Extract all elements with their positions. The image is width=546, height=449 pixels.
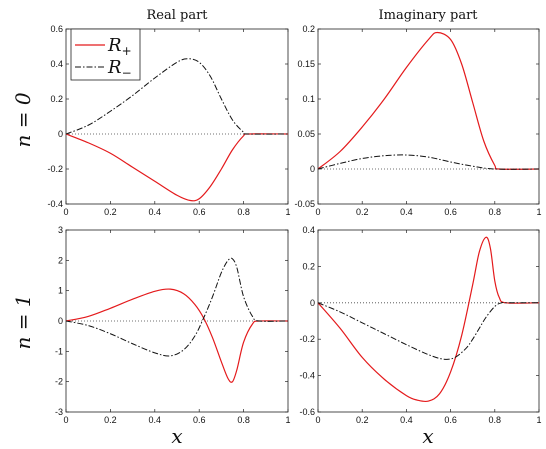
legend-label-r-plus-sub: + [122, 44, 132, 58]
y-tick-label: 0.1 [302, 94, 315, 104]
y-tick-label: 0.2 [50, 94, 63, 104]
x-tick-label: 0 [63, 207, 68, 217]
y-tick-label: 0.2 [302, 24, 315, 34]
x-tick-label: 0.8 [237, 207, 250, 217]
y-tick-label: -0.2 [47, 164, 63, 174]
x-tick-label: 0.4 [149, 207, 162, 217]
legend: R+ R− [70, 28, 141, 81]
series-r-minus-line [65, 58, 289, 135]
y-tick-label: 0 [58, 316, 63, 326]
x-tick-label: 0.2 [356, 207, 369, 217]
series-r-minus-line [317, 302, 539, 360]
series-r-plus-line [65, 288, 289, 383]
plot-panels: 0 0.2 0.4 0.6 0.8 1-0.4-0.200.20.40.60 0.2 0.4 0… [47, 24, 541, 425]
axes-frame [317, 28, 540, 205]
x-tick-label: 0.4 [400, 207, 413, 217]
x-tick-label: 0 [315, 207, 320, 217]
y-tick-label: 0 [310, 164, 315, 174]
series-r-minus-line [317, 154, 540, 170]
y-tick-label: 2 [58, 255, 63, 265]
series-r-plus-line [65, 133, 289, 202]
y-tick-label: 0.2 [302, 261, 315, 271]
x-tick-label: 0.6 [193, 207, 206, 217]
y-tick-label: -3 [55, 407, 63, 417]
x-tick-label: 1 [536, 415, 541, 425]
x-tick-label: 0.4 [149, 415, 162, 425]
y-tick-label: -0.05 [294, 199, 315, 209]
y-tick-label: -0.6 [299, 407, 315, 417]
y-tick-label: -0.4 [299, 371, 315, 381]
x-tick-label: 0.4 [400, 415, 413, 425]
x-tick-label: 0.6 [444, 207, 457, 217]
y-tick-label: 1 [58, 286, 63, 296]
y-tick-label: -0.4 [47, 199, 63, 209]
x-tick-label: 0.6 [444, 415, 457, 425]
y-tick-label: -2 [55, 377, 63, 387]
legend-label-r-minus-sub: − [122, 66, 132, 80]
x-axis-label-right: x [422, 424, 433, 448]
y-tick-label: 0 [58, 129, 63, 139]
column-title-real: Real part [146, 8, 208, 23]
y-tick-label: 0.6 [50, 24, 63, 34]
y-tick-label: -1 [55, 346, 63, 356]
axes-frame [317, 229, 540, 413]
x-tick-label: 0.2 [104, 207, 117, 217]
y-tick-label: 0 [310, 298, 315, 308]
y-tick-label: 0.05 [297, 129, 315, 139]
series-r-plus-line [317, 31, 540, 170]
legend-label-r-plus: R+ [107, 35, 132, 58]
axes-frame [65, 28, 289, 205]
y-tick-label: 0.4 [50, 59, 63, 69]
x-tick-label: 0.2 [104, 415, 117, 425]
x-tick-label: 0.8 [237, 415, 250, 425]
x-axis-label-left: x [171, 424, 182, 448]
panel-imag-n1: 0 0.2 0.4 0.6 0.8 1 -0.6 -0.4 -0.2 0 0.2 0.4 [299, 225, 541, 425]
x-tick-label: 1 [285, 207, 290, 217]
x-tick-label: 1 [285, 415, 290, 425]
x-tick-label: 0.8 [489, 207, 502, 217]
legend-box [70, 28, 141, 81]
y-tick-label: -0.2 [299, 334, 315, 344]
legend-label-r-minus: R− [107, 57, 132, 80]
x-tick-label: 0 [63, 415, 68, 425]
row-label-n0: n = 0 [11, 92, 35, 147]
x-tick-label: 0.2 [356, 415, 369, 425]
panel-real-n0: 0 0.2 0.4 0.6 0.8 1 -0.4 -0.2 0 0.2 0.4 0.6 [47, 24, 290, 217]
panel-real-n1: 0 0.2 0.4 0.6 0.8 1 -3 -2 -1 0 1 2 3 [55, 225, 291, 425]
series-r-minus-line [65, 257, 289, 357]
x-tick-label: 0 [315, 415, 320, 425]
legend-label-r-plus-main: R [107, 35, 122, 56]
series-r-plus-line [317, 236, 540, 403]
x-tick-label: 1 [536, 207, 541, 217]
x-tick-label: 0.6 [193, 415, 206, 425]
column-title-imaginary: Imaginary part [378, 8, 478, 23]
y-tick-label: 0.15 [297, 59, 315, 69]
x-tick-label: 0.8 [489, 415, 502, 425]
row-label-n1: n = 1 [11, 294, 35, 349]
y-tick-label: 3 [58, 225, 63, 235]
y-tick-label: 0.4 [302, 225, 315, 235]
legend-label-r-minus-main: R [107, 57, 122, 78]
